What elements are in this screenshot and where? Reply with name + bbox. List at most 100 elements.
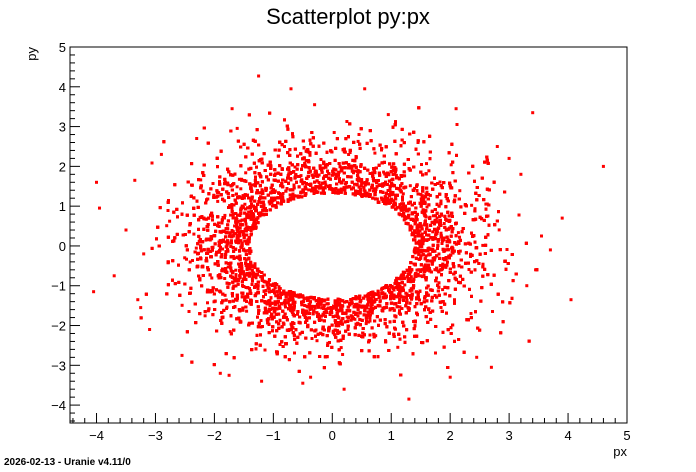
data-point bbox=[446, 260, 449, 264]
data-point bbox=[180, 303, 184, 307]
data-point bbox=[333, 333, 337, 337]
data-point bbox=[431, 214, 435, 218]
data-point bbox=[288, 193, 292, 197]
data-point bbox=[324, 183, 328, 187]
data-point bbox=[434, 214, 437, 218]
data-point bbox=[252, 271, 255, 275]
data-point bbox=[348, 151, 352, 154]
data-point bbox=[203, 314, 207, 318]
data-point bbox=[185, 257, 188, 261]
data-point bbox=[317, 181, 321, 184]
data-point bbox=[332, 131, 336, 134]
data-point bbox=[269, 283, 272, 287]
data-point bbox=[444, 248, 448, 252]
data-point bbox=[398, 203, 402, 207]
data-point bbox=[382, 170, 386, 174]
data-point bbox=[339, 346, 343, 350]
data-point bbox=[237, 177, 241, 181]
data-point bbox=[425, 265, 429, 269]
data-point bbox=[428, 193, 432, 197]
data-point bbox=[194, 246, 198, 250]
data-point bbox=[481, 243, 485, 247]
data-point bbox=[436, 247, 439, 250]
data-points bbox=[92, 74, 605, 401]
data-point bbox=[353, 182, 356, 186]
data-point bbox=[192, 232, 196, 236]
data-point bbox=[317, 300, 320, 304]
data-point bbox=[439, 306, 443, 309]
data-point bbox=[299, 174, 303, 178]
data-point bbox=[408, 184, 412, 188]
data-point bbox=[451, 215, 454, 218]
data-point bbox=[328, 341, 331, 344]
data-point bbox=[419, 254, 423, 258]
data-point bbox=[360, 178, 364, 181]
data-point bbox=[210, 276, 214, 280]
data-point bbox=[425, 162, 428, 166]
data-point bbox=[403, 283, 407, 287]
data-point bbox=[458, 235, 461, 239]
data-point bbox=[308, 308, 312, 312]
data-point bbox=[357, 185, 361, 189]
data-point bbox=[449, 163, 453, 167]
data-point bbox=[456, 240, 460, 244]
data-point bbox=[427, 237, 431, 241]
data-point bbox=[353, 169, 357, 173]
data-point bbox=[168, 219, 172, 223]
data-point bbox=[229, 213, 233, 217]
data-point bbox=[309, 375, 313, 379]
data-point bbox=[205, 290, 209, 294]
data-point bbox=[347, 153, 351, 156]
data-point bbox=[228, 330, 232, 334]
data-point bbox=[234, 284, 238, 288]
data-point bbox=[188, 260, 192, 264]
data-point bbox=[244, 171, 248, 175]
data-point bbox=[431, 256, 435, 260]
data-point bbox=[456, 231, 460, 235]
data-point bbox=[206, 309, 210, 313]
data-point bbox=[257, 191, 261, 195]
data-point bbox=[245, 309, 249, 313]
data-point bbox=[458, 189, 462, 193]
data-point bbox=[403, 174, 407, 178]
data-point bbox=[356, 314, 360, 318]
data-point bbox=[199, 178, 203, 182]
data-point bbox=[497, 228, 501, 232]
data-point bbox=[364, 322, 368, 326]
data-point bbox=[409, 275, 413, 279]
data-point bbox=[413, 186, 417, 190]
data-point bbox=[442, 222, 446, 225]
data-point bbox=[230, 203, 234, 206]
data-point bbox=[341, 353, 345, 356]
data-point bbox=[165, 224, 169, 228]
data-point bbox=[435, 268, 439, 272]
data-point bbox=[441, 288, 445, 292]
data-point bbox=[321, 327, 325, 331]
data-point bbox=[235, 185, 239, 189]
data-point bbox=[416, 247, 420, 251]
data-point bbox=[234, 268, 238, 272]
data-point bbox=[345, 120, 349, 123]
data-point bbox=[223, 213, 227, 217]
data-point bbox=[413, 235, 417, 238]
data-point bbox=[274, 294, 278, 298]
data-point bbox=[433, 268, 437, 272]
data-point bbox=[243, 202, 247, 206]
data-point bbox=[250, 268, 254, 272]
data-point bbox=[396, 345, 400, 349]
data-point bbox=[424, 254, 428, 258]
data-point bbox=[311, 176, 315, 179]
data-point bbox=[343, 300, 346, 304]
data-point bbox=[356, 139, 360, 143]
data-point bbox=[223, 277, 227, 280]
data-point bbox=[224, 240, 228, 244]
data-point bbox=[187, 310, 191, 313]
data-point bbox=[326, 341, 330, 345]
data-point bbox=[419, 274, 423, 278]
data-point bbox=[239, 272, 242, 276]
data-point bbox=[401, 192, 405, 196]
data-point bbox=[420, 275, 424, 279]
data-point bbox=[392, 199, 396, 203]
data-point bbox=[431, 230, 435, 234]
